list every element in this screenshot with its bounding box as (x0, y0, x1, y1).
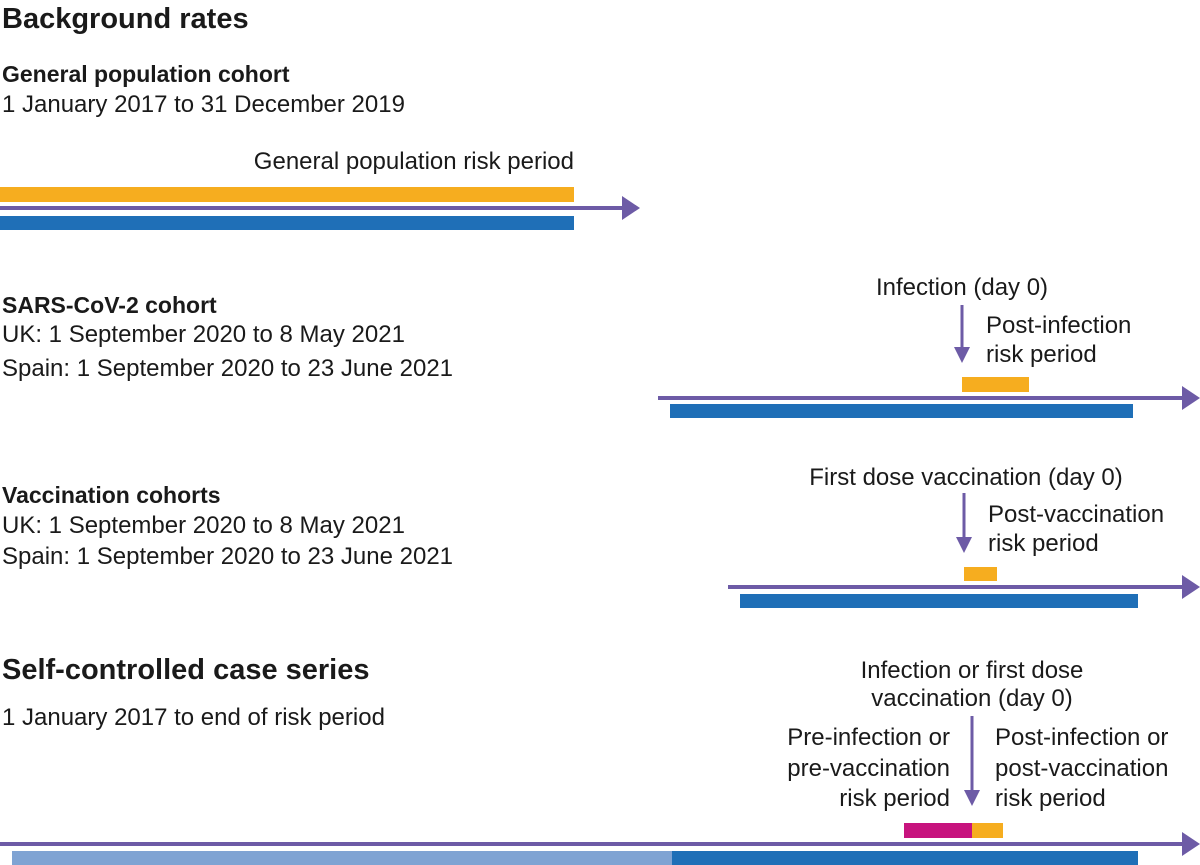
general-risk-period-label: General population risk period (253, 148, 574, 175)
vaccination-cohort-bar (740, 594, 1138, 608)
first-dose-event-label: First dose vaccination (day 0) (809, 464, 1123, 491)
post-vaccination-risk-bar (964, 567, 997, 581)
post-risk-bar (972, 823, 1003, 838)
infection-event-label: Infection (day 0) (875, 274, 1049, 301)
sccs-dates: 1 January 2017 to end of risk period (2, 704, 385, 731)
vaccination-uk-dates: UK: 1 September 2020 to 8 May 2021 (2, 512, 405, 539)
pre-risk-label-line1: Pre-infection or (787, 724, 950, 751)
post-risk-label-line2: post-vaccination (995, 755, 1169, 782)
sccs-study-bar (672, 851, 1138, 865)
general-timeline-arrow-head (622, 196, 640, 220)
sccs-title: Self-controlled case series (2, 654, 370, 686)
vaccination-timeline-arrow-head (1182, 575, 1200, 599)
sars-spain-dates: Spain: 1 September 2020 to 23 June 2021 (2, 355, 454, 382)
post-risk-label-line3: risk period (995, 785, 1106, 812)
post-risk-label-line1: Post-infection or (995, 724, 1169, 751)
post-infection-label-line2: risk period (986, 341, 1097, 368)
sars-cohort-heading: SARS-CoV-2 cohort (2, 292, 217, 318)
vaccination-spain-dates: Spain: 1 September 2020 to 23 June 2021 (2, 543, 454, 570)
infection-day0-arrow-head (954, 347, 970, 363)
sccs-baseline-bar (12, 851, 672, 865)
general-cohort-dates: 1 January 2017 to 31 December 2019 (2, 91, 405, 118)
sars-uk-dates: UK: 1 September 2020 to 8 May 2021 (2, 321, 405, 348)
post-vaccination-label-line2: risk period (988, 530, 1099, 557)
sccs-day0-arrow-head (964, 790, 980, 806)
post-infection-label-line1: Post-infection (986, 312, 1132, 339)
pre-risk-bar (904, 823, 972, 838)
general-risk-bar-orange (0, 187, 574, 202)
sccs-event-label-line2: vaccination (day 0) (871, 685, 1073, 712)
sars-cohort-bar (670, 404, 1133, 418)
general-cohort-timeline (0, 187, 640, 230)
sccs-timeline-arrow-head (1182, 832, 1200, 856)
post-vaccination-label-line1: Post-vaccination (988, 501, 1165, 528)
post-infection-risk-bar (962, 377, 1029, 392)
vaccination-cohort-timeline (728, 493, 1200, 608)
sccs-timeline (0, 716, 1200, 865)
pre-risk-label-line2: pre-vaccination (787, 755, 950, 782)
general-risk-bar-blue (0, 216, 574, 230)
vaccination-cohorts-heading: Vaccination cohorts (2, 482, 221, 508)
pre-risk-label-line3: risk period (839, 785, 950, 812)
vaccination-day0-arrow-head (956, 537, 972, 553)
general-cohort-heading: General population cohort (2, 61, 290, 87)
sars-timeline-arrow-head (1182, 386, 1200, 410)
background-rates-title: Background rates (2, 3, 249, 35)
sccs-event-label-line1: Infection or first dose (860, 657, 1084, 684)
sars-cohort-timeline (658, 305, 1200, 418)
